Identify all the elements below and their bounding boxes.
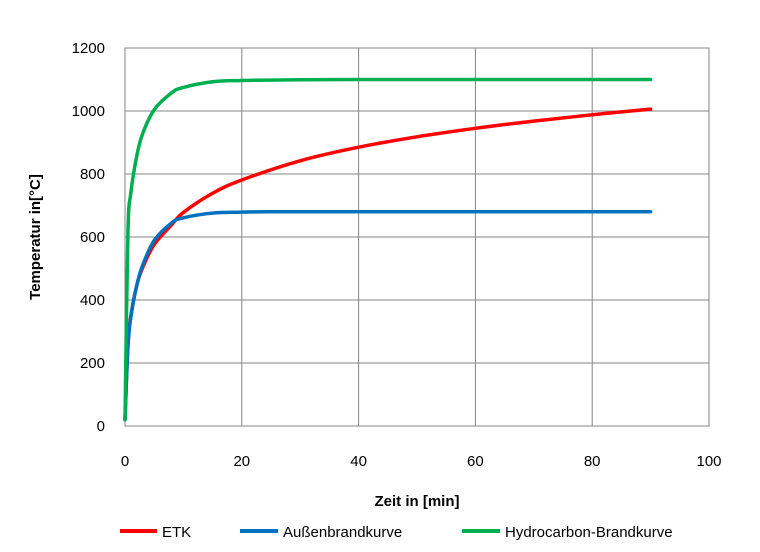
y-tick-label: 200 [80, 355, 105, 372]
series-line-3 [123, 77, 653, 422]
y-tick-label: 800 [80, 166, 105, 183]
x-axis-title: Zeit in [min] [375, 493, 460, 510]
legend-label: Außenbrandkurve [283, 524, 402, 541]
x-tick-label: 80 [584, 453, 601, 470]
legend-label: ETK [162, 524, 191, 541]
legend: ETK Außenbrandkurve Hydrocarbon-Brandkurve [120, 524, 673, 541]
x-tick-label: 60 [467, 453, 484, 470]
data-series [123, 77, 653, 422]
x-tick-label: 40 [350, 453, 367, 470]
series-line-2 [123, 210, 653, 422]
legend-label: Hydrocarbon-Brandkurve [505, 524, 673, 541]
y-tick-label: 0 [97, 418, 105, 435]
y-tick-label: 1000 [72, 103, 105, 120]
y-tick-label: 400 [80, 292, 105, 309]
grid-lines [125, 48, 709, 426]
x-tick-label: 20 [233, 453, 250, 470]
y-tick-label: 1200 [72, 40, 105, 57]
y-tick-label: 600 [80, 229, 105, 246]
y-axis-title: Temperatur in[°C] [27, 174, 44, 300]
x-tick-label: 100 [696, 453, 721, 470]
x-tick-label: 0 [121, 453, 129, 470]
